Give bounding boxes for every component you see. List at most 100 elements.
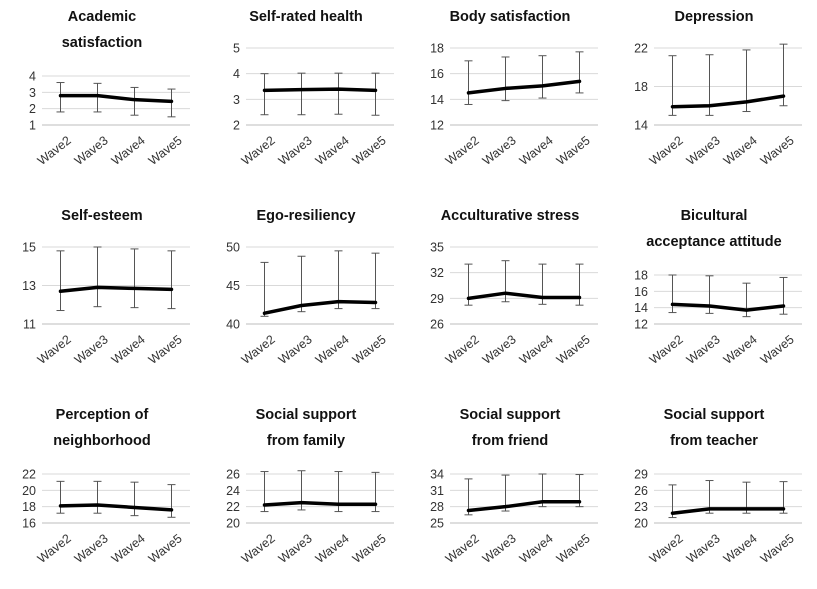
y-tick-label: 14 [430,93,444,107]
error-bar [260,73,269,116]
chart-panel: Social support from friend 25 28 31 34 Wave2 Wa… [408,398,612,589]
y-tick-label: 50 [226,241,240,255]
x-tick-label: Wave3 [480,531,519,566]
chart-title-line: from friend [471,433,549,449]
y-tick-label: 22 [226,500,240,514]
x-tick-label: Wave4 [313,531,352,566]
y-tick-label: 22 [22,468,36,482]
y-tick-label: 16 [22,517,36,531]
chart-panel: Self-esteem 11 13 15 Wave2 Wave3 Wave4 Wave5 [0,199,204,390]
y-tick-label: 34 [430,468,444,482]
y-tick-label: 3 [233,93,240,107]
x-tick-label: Wave2 [35,332,74,367]
y-tick-label: 26 [430,318,444,332]
error-bar [668,274,677,314]
y-tick-label: 29 [634,468,648,482]
chart-title-line: Ego-resiliency [256,208,356,224]
chart-panel: Acculturative stress 26 29 32 35 Wave2 Wave3 Wa… [408,199,612,390]
error-bar [56,250,65,312]
y-tick-label: 4 [233,67,240,81]
chart-title-line: Self-rated health [249,9,363,25]
x-tick-label: Wave2 [239,332,278,367]
chart-title: Bicultural acceptance attitude [612,203,816,255]
chart-title-line: acceptance attitude [646,234,782,250]
x-tick-label: Wave3 [684,332,723,367]
y-tick-label: 15 [22,241,36,255]
chart-title: Social support from friend [408,402,612,454]
y-tick-label: 29 [430,292,444,306]
chart-title-line: from family [266,433,346,449]
y-tick-label: 26 [226,468,240,482]
y-tick-label: 32 [430,266,444,280]
error-bar [167,250,176,310]
series-line [262,299,378,315]
chart-panel: Self-rated health 2 3 4 5 Wave2 Wave3 Wave4 Wave… [204,0,408,191]
error-bar [93,82,102,113]
x-tick-label: Wave5 [146,133,185,168]
chart-title: Academic satisfaction [0,4,204,56]
x-tick-label: Wave4 [313,133,352,168]
y-tick-label: 23 [634,500,648,514]
error-bar [93,246,102,308]
chart-title: Self-rated health [204,4,408,30]
y-tick-label: 26 [634,484,648,498]
series-line [466,500,582,513]
chart-title-line: Depression [674,9,754,25]
x-tick-label: Wave4 [517,133,556,168]
chart-panel: Perception of neighborhood 16 18 20 22 Wave2 Wa… [0,398,204,589]
y-tick-label: 5 [233,42,240,56]
y-tick-label: 11 [23,318,36,332]
chart-title: Self-esteem [0,203,204,229]
x-tick-label: Wave2 [647,133,686,168]
y-tick-label: 12 [634,318,648,332]
chart-title-line: Self-esteem [61,208,143,224]
x-tick-label: Wave3 [72,332,111,367]
x-tick-label: Wave4 [721,531,760,566]
x-tick-label: Wave3 [72,133,111,168]
y-tick-label: 18 [430,42,444,56]
error-bar [93,480,102,514]
x-tick-label: Wave4 [109,332,148,367]
x-tick-label: Wave3 [684,133,723,168]
series-line [262,500,378,507]
chart-title: Social support from teacher [612,402,816,454]
x-tick-label: Wave3 [72,531,111,566]
chart-panel: Depression 14 18 22 Wave2 Wave3 Wave4 Wave5 [612,0,816,191]
y-tick-label: 22 [634,42,648,56]
y-tick-label: 14 [634,119,648,133]
chart-title-line: Social support [255,407,357,423]
error-bar [297,72,306,116]
x-tick-label: Wave3 [480,133,519,168]
x-tick-label: Wave4 [517,531,556,566]
chart-title: Perception of neighborhood [0,402,204,454]
y-tick-label: 18 [634,269,648,283]
error-bar [501,260,510,303]
y-tick-label: 12 [430,119,444,133]
chart-title-line: satisfaction [61,35,143,51]
series-line [466,291,582,301]
y-tick-label: 16 [430,67,444,81]
x-tick-label: Wave3 [276,332,315,367]
x-tick-label: Wave3 [480,332,519,367]
error-bar [167,484,176,518]
x-tick-label: Wave2 [239,133,278,168]
error-bar [56,480,65,514]
x-tick-label: Wave4 [313,332,352,367]
y-tick-label: 28 [430,500,444,514]
y-tick-label: 14 [634,301,648,315]
x-tick-label: Wave2 [443,133,482,168]
chart-panel: Ego-resiliency 40 45 50 Wave2 Wave3 Wave4 Wave5 [204,199,408,390]
chart-panel: Social support from teacher 20 23 26 29 Wave2 W… [612,398,816,589]
series-line [262,87,378,93]
y-tick-label: 16 [634,285,648,299]
x-tick-label: Wave2 [443,332,482,367]
chart-title: Depression [612,4,816,30]
y-tick-label: 18 [22,500,36,514]
